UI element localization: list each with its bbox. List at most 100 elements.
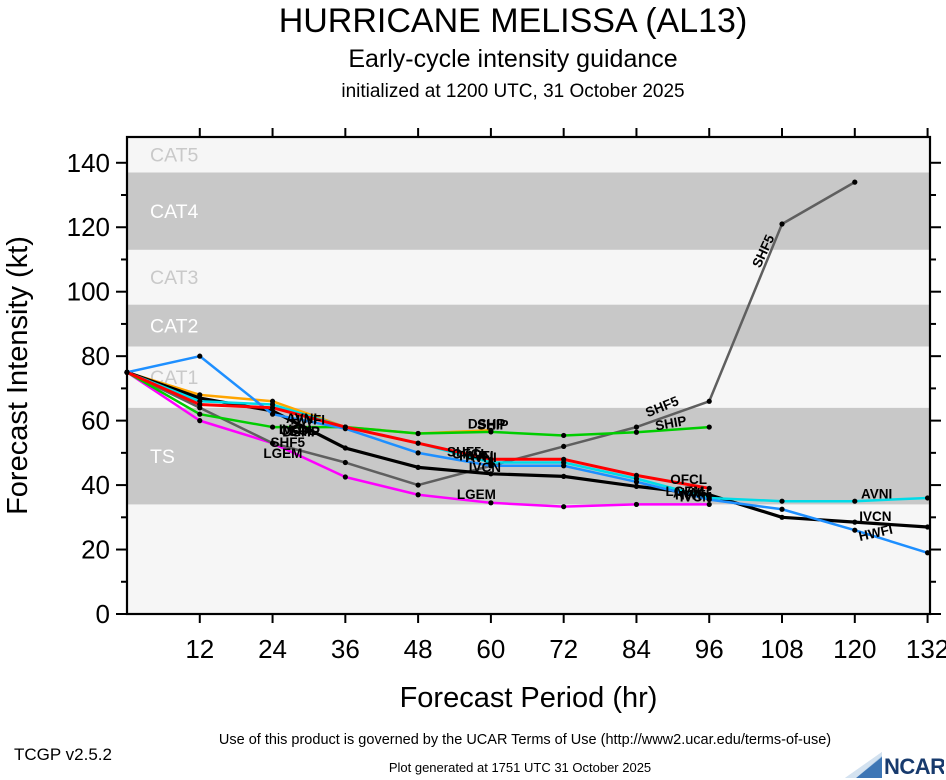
initialization-time: initialized at 1200 UTC, 31 October 2025 bbox=[341, 81, 685, 102]
x-tick-label-84: 84 bbox=[622, 634, 651, 664]
series-point-SHIP-72h bbox=[561, 432, 567, 439]
y-tick-label-140: 140 bbox=[67, 148, 110, 178]
terms-of-use-text: Use of this product is governed by the U… bbox=[218, 732, 832, 748]
series-point-LGEM-48h bbox=[415, 492, 421, 498]
x-axis-title: Forecast Period (hr) bbox=[400, 682, 658, 714]
category-band-label-CAT4: CAT4 bbox=[150, 201, 199, 223]
y-tick-label-20: 20 bbox=[81, 535, 110, 565]
series-point-LGEM-36h bbox=[342, 474, 348, 480]
category-band-CAT5 bbox=[127, 137, 930, 173]
series-point-OFCL-36h bbox=[342, 424, 348, 430]
series-point-IVCN-108h bbox=[779, 514, 785, 520]
category-band-label-CAT2: CAT2 bbox=[150, 316, 198, 338]
model-label-LGEM: LGEM bbox=[457, 487, 496, 502]
series-point-SHF5-48h bbox=[415, 482, 421, 488]
series-point-SHF5-96h bbox=[706, 398, 712, 404]
plot-border bbox=[125, 135, 932, 616]
category-band-CAT4 bbox=[127, 172, 930, 250]
model-label-IVCN: IVCN bbox=[680, 490, 712, 505]
series-point-HWFI-120h bbox=[852, 527, 858, 533]
series-point-SHF5-72h bbox=[561, 443, 567, 450]
series-point-SHIP-84h bbox=[633, 429, 640, 435]
category-band-label-TS: TS bbox=[150, 446, 175, 468]
series-point-SHIP-12h bbox=[197, 411, 203, 417]
model-label-OFCL: OFCL bbox=[670, 472, 707, 487]
x-tick-label-48: 48 bbox=[404, 634, 433, 664]
series-point-LGEM-72h bbox=[561, 504, 567, 510]
series-point-OFCL-12h bbox=[197, 401, 203, 408]
series-point-OFCL-72h bbox=[561, 456, 567, 462]
series-line-IVCN bbox=[125, 370, 930, 529]
model-label-AVNI: AVNI bbox=[861, 486, 892, 501]
model-label-AVNI: AVNI bbox=[286, 411, 317, 426]
model-label-IVCN: IVCN bbox=[279, 422, 311, 437]
series-point-SHIP-48h bbox=[415, 430, 421, 437]
category-band-CAT1 bbox=[127, 346, 930, 408]
series-point-IVCN-36h bbox=[342, 445, 348, 451]
series-point-IVCN-120h bbox=[852, 519, 858, 525]
category-band-CAT2 bbox=[127, 304, 930, 347]
series-point-SHIP-24h bbox=[269, 424, 276, 430]
series-point-HWFI-12h bbox=[197, 353, 203, 359]
y-tick-label-120: 120 bbox=[67, 212, 110, 242]
series-point-OFCL-48h bbox=[415, 440, 421, 446]
series-point-HWFI-60h bbox=[488, 463, 494, 469]
series-point-HWFI-84h bbox=[633, 479, 640, 485]
series-point-AVNI-120h bbox=[852, 498, 858, 504]
x-tick-label-108: 108 bbox=[760, 634, 803, 664]
model-label-LGEM: LGEM bbox=[665, 484, 704, 499]
category-band-label-CAT3: CAT3 bbox=[150, 267, 198, 289]
category-band-label-CAT5: CAT5 bbox=[150, 145, 199, 167]
model-label-SHF5: SHF5 bbox=[447, 444, 482, 459]
tcgp-version-label: TCGP v2.5.2 bbox=[14, 745, 112, 764]
model-label-IVCN: IVCN bbox=[469, 460, 501, 475]
series-point-AVNI-132h bbox=[924, 495, 931, 501]
model-label-HWFI: HWFI bbox=[675, 488, 710, 503]
x-tick-label-72: 72 bbox=[549, 634, 578, 664]
model-label-LGEM: LGEM bbox=[263, 446, 302, 461]
series-point-OFCL-96h bbox=[706, 485, 712, 491]
series-point-HWFI-132h bbox=[924, 550, 931, 556]
x-tick-label-60: 60 bbox=[476, 634, 505, 664]
series-point-IVCN-72h bbox=[561, 473, 567, 479]
series-point-SHF5-108h bbox=[779, 221, 785, 227]
series-line-HWFI bbox=[125, 354, 929, 555]
series-point-LGEM-60h bbox=[488, 500, 494, 506]
model-label-AVNI: AVNI bbox=[466, 450, 497, 465]
series-point-OFCL-84h bbox=[633, 472, 640, 479]
y-tick-label-80: 80 bbox=[81, 341, 110, 371]
model-label-AVNI: AVNI bbox=[673, 486, 704, 501]
category-band-CAT3 bbox=[127, 249, 930, 305]
series-point-OFCL-24h bbox=[269, 405, 276, 411]
series-point-SHIP-96h bbox=[706, 424, 712, 430]
model-label-OFCL: OFCL bbox=[280, 423, 317, 438]
ncar-logo-swoosh-dark bbox=[856, 757, 882, 778]
model-label-HWFI: HWFI bbox=[459, 449, 494, 464]
series-point-LGEM-84h bbox=[633, 501, 640, 508]
x-tick-label-132: 132 bbox=[906, 634, 946, 664]
model-label-SHIP: SHIP bbox=[477, 417, 509, 432]
intensity-forecast-chart: TSCAT1CAT2CAT3CAT4CAT5AVNIHWFIIVCNDSHPOF… bbox=[2, 128, 946, 714]
series-point-IVCN-48h bbox=[415, 464, 421, 470]
category-band-below-ts bbox=[127, 504, 930, 614]
series-point-IVCN-132h bbox=[924, 524, 931, 530]
series-point-AVNI-108h bbox=[779, 498, 785, 504]
plot-generated-timestamp: Plot generated at 1751 UTC 31 October 20… bbox=[388, 760, 652, 775]
x-tick-label-96: 96 bbox=[695, 634, 724, 664]
model-label-DSHP: DSHP bbox=[282, 425, 320, 440]
series-point-IVCN-60h bbox=[488, 471, 494, 477]
model-label-SHIP: SHIP bbox=[654, 413, 688, 433]
y-tick-label-0: 0 bbox=[96, 599, 110, 629]
y-tick-label-40: 40 bbox=[81, 470, 110, 500]
series-point-SHF5-84h bbox=[633, 424, 640, 430]
page-subtitle: Early-cycle intensity guidance bbox=[348, 45, 678, 73]
series-point-SHF5-36h bbox=[342, 459, 348, 466]
ncar-logo-swoosh-curve bbox=[845, 752, 882, 778]
x-tick-label-120: 120 bbox=[833, 634, 876, 664]
series-point-HWFI-48h bbox=[415, 450, 421, 456]
x-tick-label-36: 36 bbox=[331, 634, 360, 664]
series-point-IVCN-84h bbox=[633, 483, 640, 489]
series-point-SHF5-120h bbox=[852, 179, 858, 185]
series-point-LGEM-12h bbox=[197, 418, 203, 424]
